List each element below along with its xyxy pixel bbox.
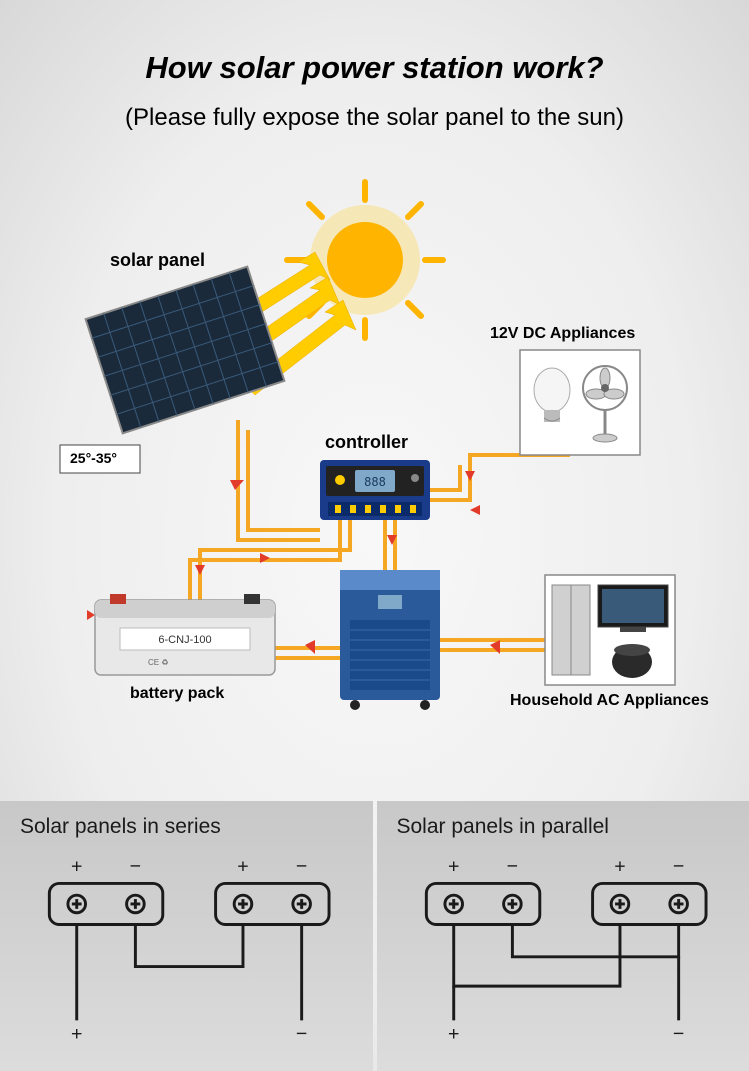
svg-text:+: + — [71, 856, 82, 878]
svg-text:−: − — [506, 856, 517, 878]
parallel-svg: + − + − + − — [397, 847, 730, 1047]
series-title: Solar panels in series — [20, 815, 353, 839]
controller-icon: 888 — [320, 460, 430, 520]
dc-appliances-label: 12V DC Appliances — [490, 325, 635, 343]
svg-text:−: − — [130, 856, 141, 878]
solar-panel-label: solar panel — [110, 250, 205, 271]
main-diagram: 888 — [0, 170, 749, 770]
page-title: How solar power station work? — [0, 0, 749, 86]
series-panel: Solar panels in series + − + − + − — [0, 801, 373, 1071]
svg-text:+: + — [237, 856, 248, 878]
bottom-row: Solar panels in series + − + − + − — [0, 801, 749, 1071]
ac-appliances-box — [545, 575, 675, 685]
ac-appliances-label: Household AC Appliances — [510, 692, 709, 710]
page-subtitle: (Please fully expose the solar panel to … — [0, 86, 749, 132]
series-svg: + − + − + − — [20, 847, 353, 1047]
svg-text:−: − — [296, 856, 307, 878]
svg-text:−: − — [672, 856, 683, 878]
svg-text:888: 888 — [364, 475, 386, 489]
parallel-title: Solar panels in parallel — [397, 815, 730, 839]
svg-text:CE ♻: CE ♻ — [148, 658, 169, 667]
controller-label: controller — [325, 432, 408, 453]
solar-panel-icon — [86, 267, 285, 434]
parallel-panel: Solar panels in parallel + − + − + − — [377, 801, 749, 1071]
svg-text:+: + — [71, 1023, 82, 1045]
battery-icon: 6-CNJ-100 CE ♻ — [95, 594, 275, 675]
dc-appliances-box — [520, 350, 640, 455]
inverter-icon — [340, 570, 440, 710]
svg-text:+: + — [448, 1023, 459, 1045]
svg-text:−: − — [296, 1023, 307, 1045]
svg-text:6-CNJ-100: 6-CNJ-100 — [158, 634, 211, 646]
angle-label: 25°-35° — [70, 450, 117, 466]
svg-text:+: + — [448, 856, 459, 878]
svg-text:−: − — [672, 1023, 683, 1045]
svg-text:+: + — [614, 856, 625, 878]
battery-label: battery pack — [130, 685, 224, 703]
